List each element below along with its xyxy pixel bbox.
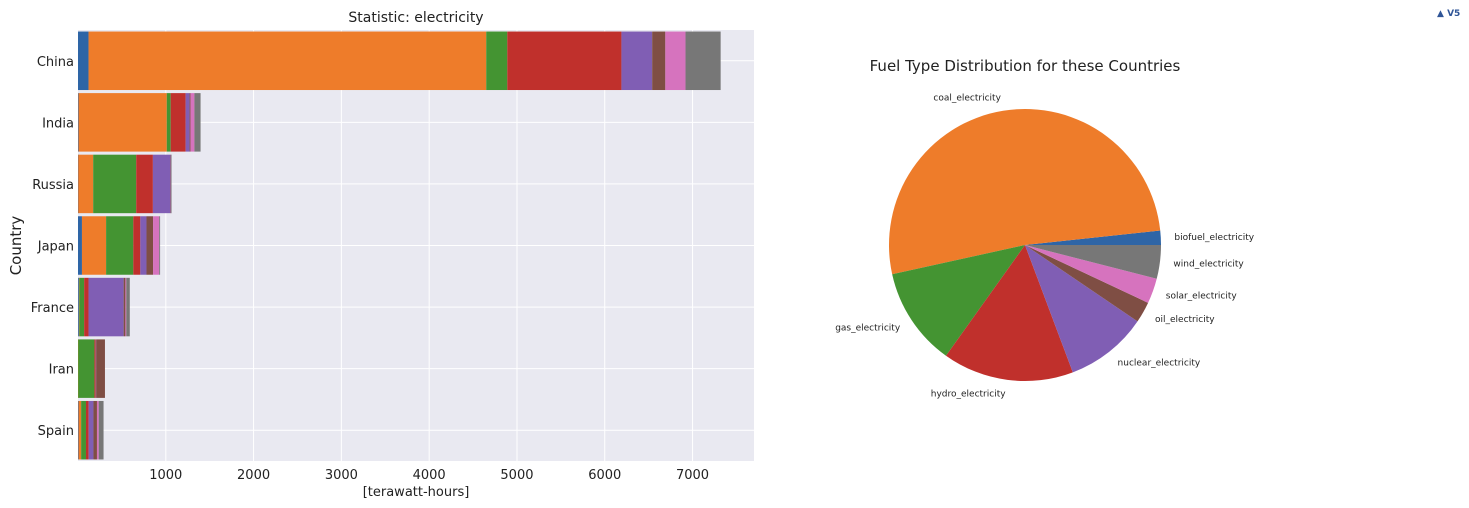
bar-segment	[153, 216, 160, 275]
bar-segment	[507, 31, 622, 91]
stacked-bar-chart: 1000 2000 3000 4000 5000 6000 7000 China India R…	[7, 10, 754, 500]
bar-segment	[125, 277, 127, 337]
bar-segment	[95, 339, 97, 398]
bar-segment	[78, 277, 80, 337]
y-tick-label: Russia	[32, 178, 74, 193]
x-tick-labels: 1000 2000 3000 4000 5000 6000 7000	[149, 468, 709, 483]
bar-segment	[170, 93, 186, 152]
pie-slice	[1025, 245, 1138, 373]
pie-slice	[892, 245, 1025, 356]
y-tick-labels: China India Russia Japan France Iran Spain	[31, 55, 74, 439]
bar-segment	[94, 339, 96, 398]
pie-label: coal_electricity	[933, 93, 1001, 103]
bar-segment	[88, 31, 487, 91]
x-tick-label: 2000	[237, 468, 270, 483]
bar-segment	[78, 154, 79, 214]
x-tick-label: 3000	[325, 468, 358, 483]
bar-segment	[665, 31, 686, 91]
bar-segment	[78, 154, 94, 214]
bar-segment	[133, 216, 141, 275]
pie-title: Fuel Type Distribution for these Countri…	[870, 57, 1181, 75]
bar-segment	[78, 216, 82, 275]
pie-slices	[888, 108, 1161, 381]
bar-segment	[621, 31, 653, 91]
x-axis-label: [terawatt-hours]	[363, 485, 470, 500]
x-tick-label: 1000	[149, 468, 182, 483]
bar-segment	[486, 31, 508, 91]
bar-segment	[126, 277, 130, 337]
y-tick-label: India	[42, 116, 74, 131]
pie-labels: biofuel_electricity coal_electricity gas_e…	[835, 93, 1255, 399]
bar-segment	[78, 277, 79, 337]
pie-label: hydro_electricity	[931, 389, 1006, 399]
bar-segment	[166, 93, 171, 152]
pie-slice	[888, 108, 1161, 275]
pie-slice	[945, 245, 1073, 381]
bar-segment	[123, 277, 126, 337]
bar-segment	[88, 277, 124, 337]
y-axis-label: Country	[7, 216, 25, 276]
bar-segment	[140, 216, 147, 275]
bar-segment	[146, 216, 154, 275]
x-tick-label: 6000	[588, 468, 621, 483]
bar-segment	[78, 31, 89, 91]
bar-segment	[78, 339, 95, 398]
y-tick-label: China	[37, 55, 74, 70]
bar-segment	[81, 400, 86, 460]
bar-segment	[96, 339, 105, 398]
bar-segment	[78, 400, 82, 460]
x-tick-label: 4000	[413, 468, 446, 483]
bar-segment	[171, 154, 172, 214]
y-tick-label: Japan	[37, 240, 74, 255]
pie-chart: Fuel Type Distribution for these Countri…	[835, 57, 1255, 399]
pie-label: wind_electricity	[1173, 260, 1244, 270]
bar-segment	[78, 93, 79, 152]
bar-segment	[136, 154, 153, 214]
pie-slice	[1025, 245, 1161, 279]
bar-segment	[96, 400, 99, 460]
x-tick-label: 5000	[500, 468, 533, 483]
bar-segment	[81, 216, 107, 275]
bar-segment	[152, 154, 171, 214]
bar-segment	[78, 400, 79, 460]
bar-segment	[98, 400, 104, 460]
pie-label: nuclear_electricity	[1118, 359, 1201, 369]
bar-segment	[194, 93, 201, 152]
x-tick-label: 7000	[676, 468, 709, 483]
pie-label: solar_electricity	[1166, 292, 1238, 302]
bar-segment	[79, 277, 85, 337]
bar-segment	[84, 277, 89, 337]
bar-segment	[185, 93, 190, 152]
bar-segment	[93, 154, 137, 214]
version-badge: ▲ V5	[1437, 9, 1460, 19]
chart-title: Statistic: electricity	[348, 10, 483, 26]
bar-segment	[685, 31, 721, 91]
version-badge-text: V5	[1447, 9, 1461, 19]
bars	[78, 31, 721, 460]
pie-slice	[1025, 245, 1157, 303]
y-tick-label: Iran	[49, 363, 74, 378]
bar-segment	[159, 216, 161, 275]
pie-slice	[1025, 230, 1161, 245]
bar-segment	[106, 216, 134, 275]
pie-label: biofuel_electricity	[1174, 233, 1254, 243]
pie-label: gas_electricity	[835, 323, 901, 333]
bar-segment	[93, 400, 97, 460]
pie-slice	[1025, 245, 1149, 322]
bar-segment	[85, 400, 89, 460]
triangle-up-icon: ▲	[1437, 9, 1444, 19]
bar-segment	[189, 93, 191, 152]
bar-segment	[88, 400, 94, 460]
pie-label: oil_electricity	[1155, 315, 1215, 325]
bar-segment	[652, 31, 666, 91]
y-tick-label: France	[31, 301, 74, 316]
bar-segment	[170, 154, 171, 214]
y-tick-label: Spain	[38, 424, 74, 439]
bar-segment	[78, 93, 167, 152]
bar-segment	[190, 93, 195, 152]
